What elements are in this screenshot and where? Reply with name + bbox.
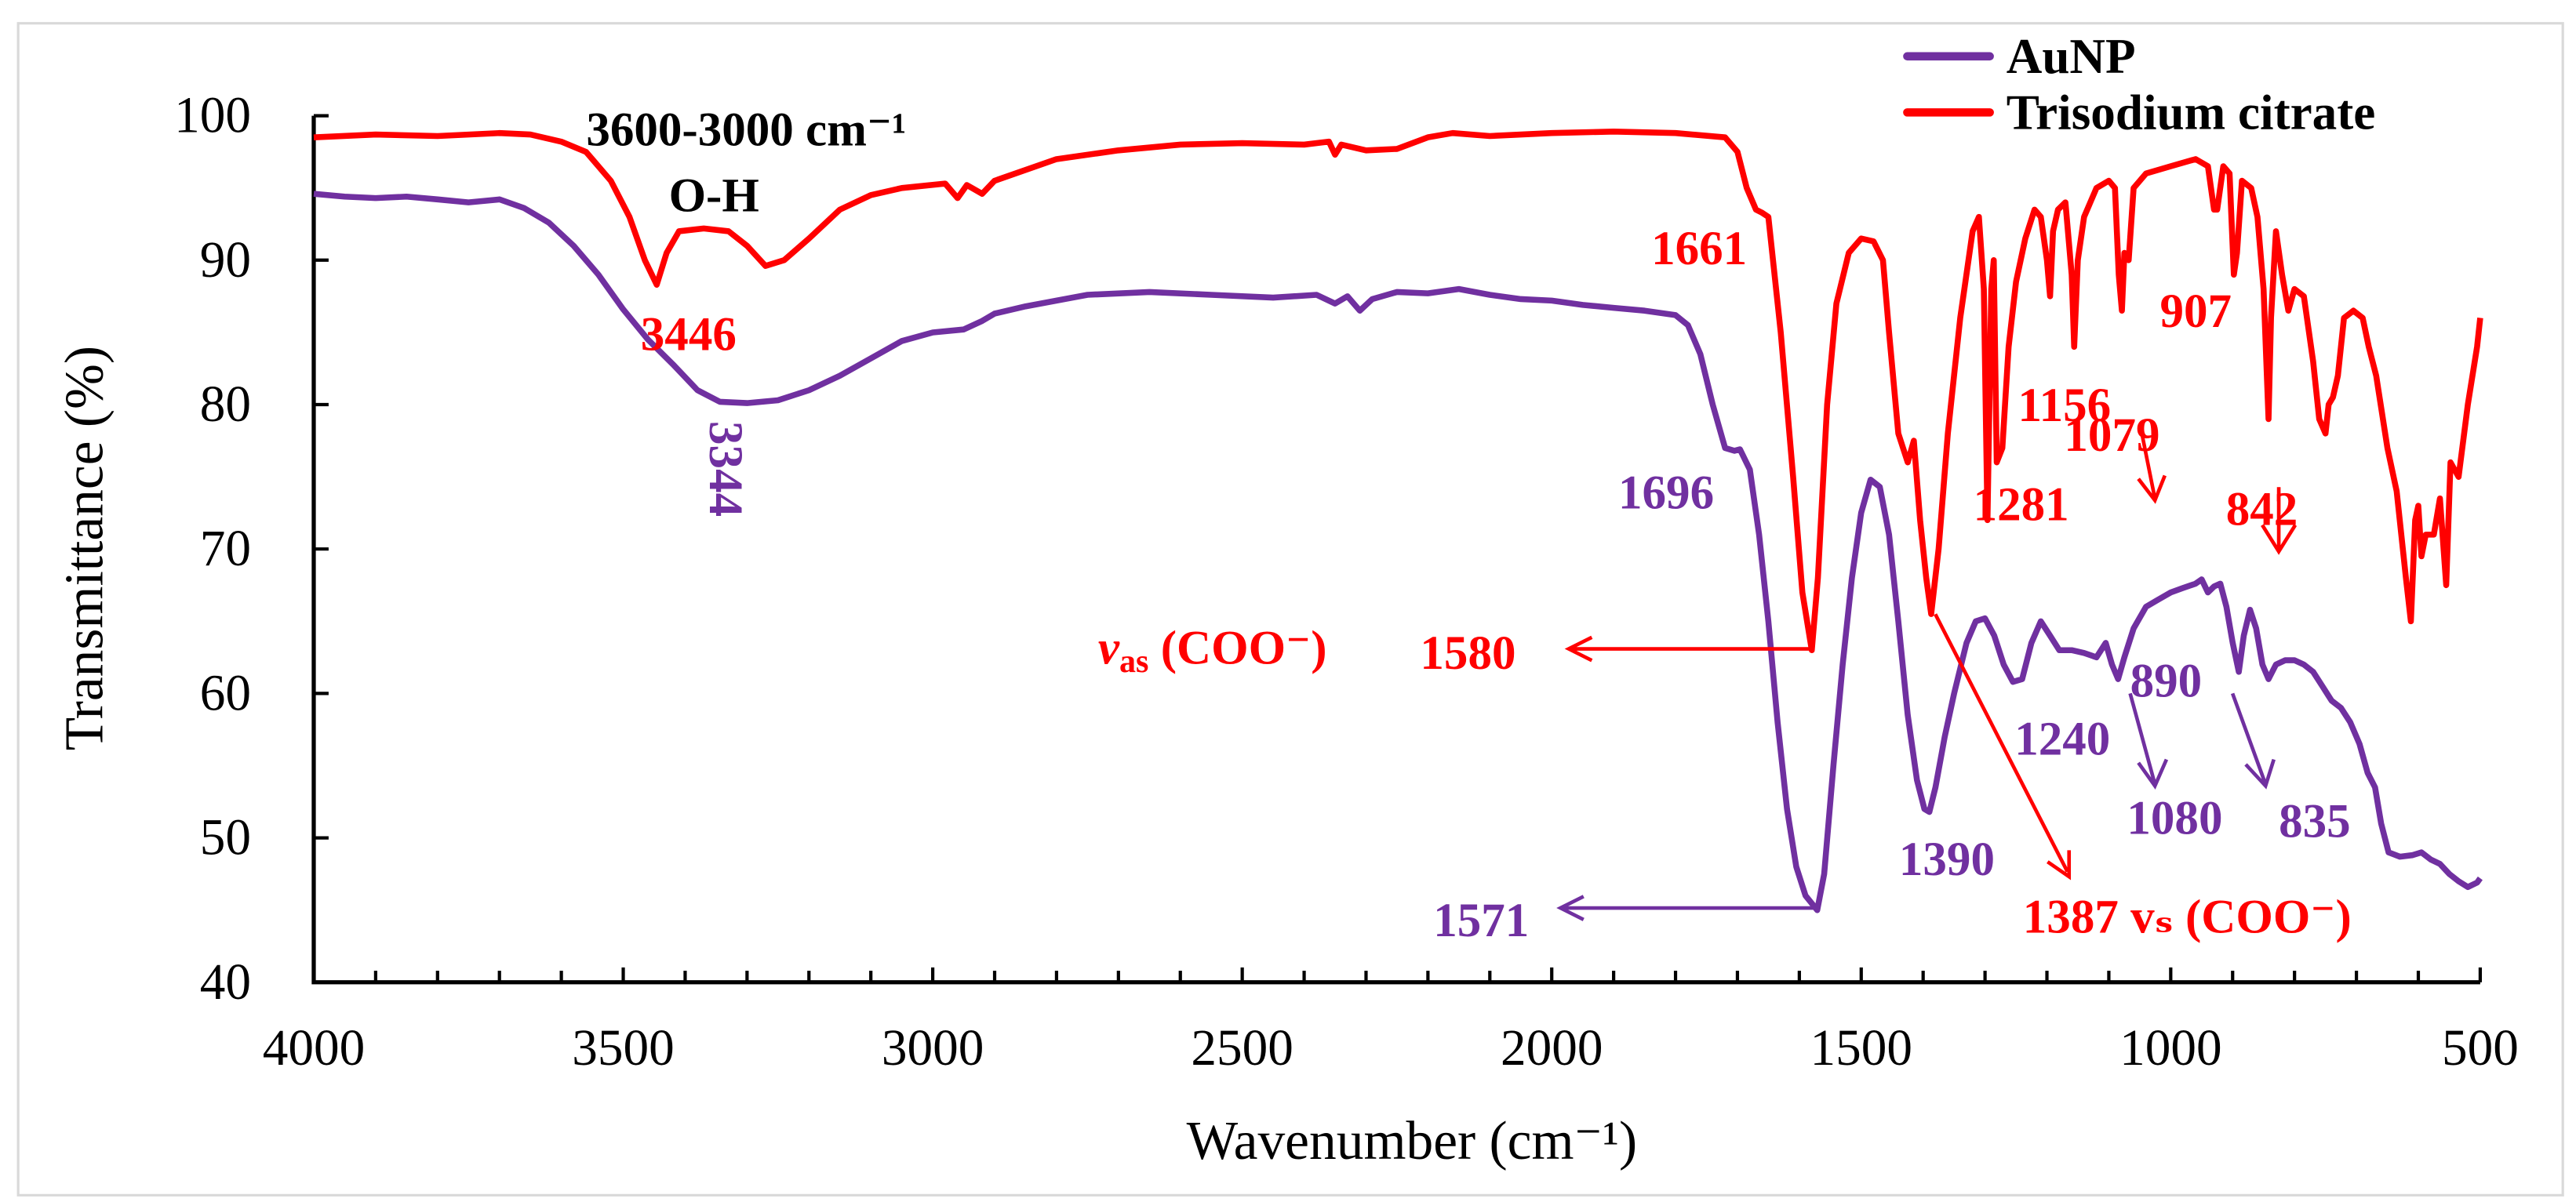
legend-label-auNP: AuNP bbox=[2007, 29, 2136, 84]
arrow-1080 bbox=[2128, 692, 2169, 790]
annotation-1387: 1387 vₛ (COO⁻) bbox=[2023, 892, 2352, 944]
annotation-907: 907 bbox=[2160, 285, 2232, 338]
annotation-oh: O-H bbox=[669, 170, 759, 223]
annotation-vas-group: (COO⁻) bbox=[1148, 622, 1326, 674]
annotation-1156: 1156 bbox=[2018, 379, 2111, 432]
axes: 4000 3500 3000 2500 2000 1500 1000 500 100 90 80 70… bbox=[174, 88, 2519, 1077]
arrow-835 bbox=[2230, 692, 2276, 790]
y-tick-label: 50 bbox=[200, 810, 251, 866]
annotation-842: 842 bbox=[2226, 484, 2298, 536]
y-tick-label: 100 bbox=[174, 88, 251, 144]
arrow-1571 bbox=[1556, 895, 1817, 921]
x-tick-label: 4000 bbox=[263, 1020, 366, 1077]
annotation-vas-sub: as bbox=[1119, 643, 1148, 680]
y-tick-label: 40 bbox=[200, 954, 251, 1011]
x-tick-label: 2500 bbox=[1191, 1020, 1293, 1077]
x-tick-label: 3500 bbox=[572, 1020, 674, 1077]
annotation-vas-v: v bbox=[1098, 622, 1120, 674]
chart-frame bbox=[16, 22, 2564, 1197]
x-axis-label: Wavenumber (cm⁻¹) bbox=[1187, 1111, 1637, 1171]
annotation-1661: 1661 bbox=[1651, 223, 1747, 275]
series-layer bbox=[313, 129, 2483, 913]
arrow-1387 bbox=[1934, 613, 2072, 881]
arrow-1079 bbox=[2137, 432, 2167, 504]
x-tick-label: 2000 bbox=[1501, 1020, 1603, 1077]
y-tick-label: 80 bbox=[200, 376, 251, 433]
x-tick-label: 1000 bbox=[2119, 1020, 2222, 1077]
annotation-1390: 1390 bbox=[1899, 833, 1995, 886]
x-tick-label: 500 bbox=[2442, 1020, 2519, 1077]
legend-label-citrate: Trisodium citrate bbox=[2007, 85, 2376, 140]
annotation-835: 835 bbox=[2279, 796, 2351, 848]
y-tick-label: 60 bbox=[200, 665, 251, 721]
annotation-1240: 1240 bbox=[2014, 713, 2110, 765]
annotation-1696: 1696 bbox=[1618, 467, 1714, 520]
annotation-3344: 3344 bbox=[699, 421, 751, 517]
series-line-aunp bbox=[313, 191, 2483, 913]
annotation-890: 890 bbox=[2130, 655, 2203, 708]
arrow-1580 bbox=[1564, 635, 1814, 663]
annotation-1080: 1080 bbox=[2127, 792, 2222, 844]
series-line-trisodium-citrate bbox=[313, 129, 2483, 654]
y-tick-label: 70 bbox=[200, 521, 251, 577]
annotations: 3600-3000 cm⁻¹ O-H 3446 3344 1661 1696 v… bbox=[586, 103, 2352, 946]
legend: AuNP Trisodium citrate bbox=[1903, 29, 2376, 140]
annotation-oh-range: 3600-3000 cm⁻¹ bbox=[586, 103, 906, 156]
annotation-3446: 3446 bbox=[641, 309, 737, 361]
x-tick-label: 1500 bbox=[1810, 1020, 1912, 1077]
annotation-vas: vas (COO⁻) bbox=[1098, 622, 1327, 680]
annotation-1571: 1571 bbox=[1433, 895, 1529, 947]
y-tick-label: 90 bbox=[200, 232, 251, 289]
x-tick-label: 3000 bbox=[882, 1020, 984, 1077]
annotation-1580: 1580 bbox=[1420, 627, 1515, 680]
y-axis-label: Transmittance (%) bbox=[55, 346, 115, 750]
annotation-1281: 1281 bbox=[1974, 478, 2069, 531]
arrow-842 bbox=[2261, 487, 2298, 555]
